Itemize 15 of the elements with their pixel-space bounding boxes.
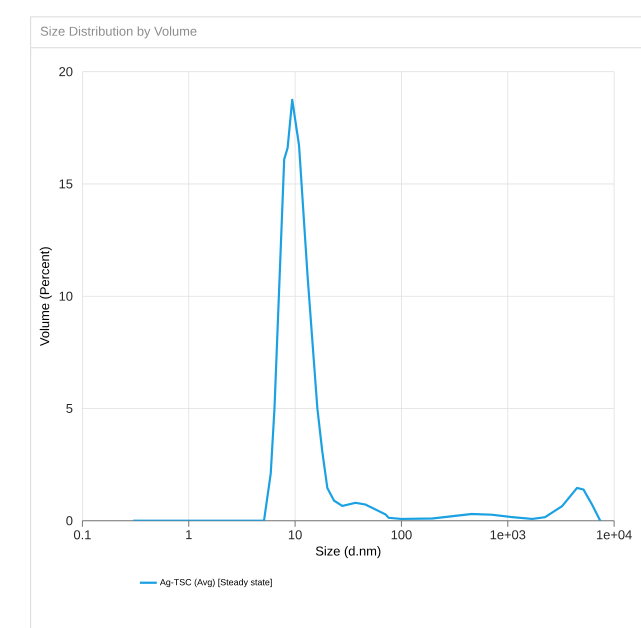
x-tick-label: 1e+03 [490,530,526,540]
chart-title: Size Distribution by Volume [40,26,196,38]
x-tick-label: 100 [392,530,412,540]
y-axis-title: Volume (Percent) [40,247,52,346]
x-axis-title: Size (d.nm) [316,546,380,558]
x-tick-label: 1 [186,530,192,539]
legend-label: Ag-TSC (Avg) [Steady state] [160,578,272,587]
y-tick-label: 15 [60,179,72,188]
y-tick-label: 5 [66,404,72,413]
x-tick-label: 1e+04 [596,530,632,540]
y-tick-label: 10 [60,292,72,301]
x-tick-label: 10 [288,530,302,540]
y-tick-label: 20 [59,66,72,76]
x-tick-label: 0.1 [74,530,91,540]
y-tick-label: 0 [66,516,72,526]
